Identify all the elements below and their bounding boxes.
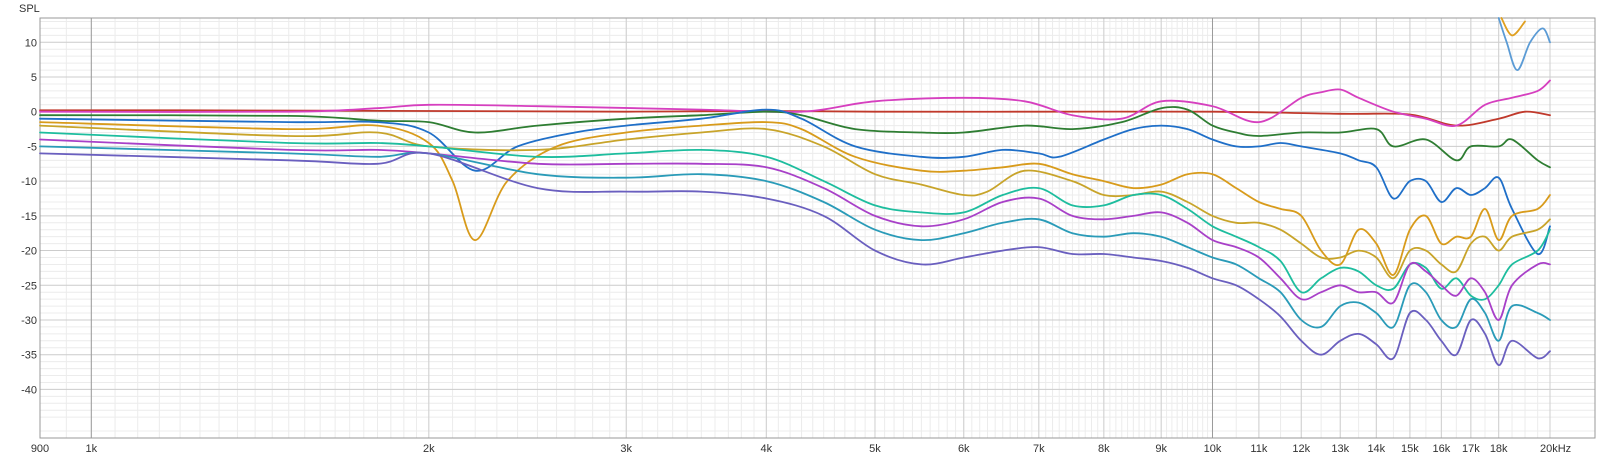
series-line-7 [39,131,1551,301]
y-tick-label: -5 [27,141,37,153]
x-tick-label: 11k [1250,443,1267,455]
y-tick-labels: 10 5 0 -5 -10 -15 -20 -25 -30 -35 -40 [21,37,37,396]
y-tick-label: -35 [21,350,37,362]
x-tick-label: 18k [1490,443,1508,455]
series-line-6 [39,124,1551,280]
y-tick-label: -30 [21,315,37,327]
x-tick-label: 9k [1155,443,1167,455]
y-tick-label: 5 [31,72,37,84]
minor-grid [39,18,1595,439]
y-tick-label: -25 [21,280,37,292]
series-line-3 [39,106,1551,169]
series-line-11 [1497,17,1551,71]
series-line-9 [39,145,1551,342]
series-lines [39,17,1551,367]
x-tick-label: 15k [1401,443,1419,455]
x-tick-label: 7k [1033,443,1045,455]
series-line-5 [39,121,1551,276]
y-tick-label: 10 [25,37,37,49]
x-tick-label: 17k [1462,443,1480,455]
x-tick-label: 2k [423,443,435,455]
x-tick-label: 3k [620,443,632,455]
x-tick-label: 16k [1432,443,1450,455]
plot-area-border [39,17,1596,439]
series-line-12 [1500,17,1526,37]
series-line-4 [39,108,1551,255]
x-tick-labels: 900 1k 2k 3k 4k 5k 6k 7k 8k 9k 10k 11k 12k 13k 14k 15k 1… [31,443,1571,455]
x-tick-label: 8k [1098,443,1110,455]
x-tick-label: 14k [1367,443,1385,455]
series-line-2 [39,79,1551,127]
x-tick-label: 900 [31,443,49,455]
x-tick-label: 13k [1331,443,1349,455]
x-tick-label: 10k [1204,443,1222,455]
x-tick-label: 12k [1292,443,1310,455]
y-axis-label: SPL [19,3,40,15]
y-tick-label: -15 [21,211,37,223]
series-line-10 [39,151,1551,367]
y-tick-label: -10 [21,176,37,188]
series-line-8 [39,138,1551,321]
x-tick-label: 1k [85,443,97,455]
x-tick-label: 4k [761,443,773,455]
y-tick-label: 0 [31,107,37,119]
y-tick-label: -20 [21,246,37,258]
plot-area-background [40,18,1595,438]
x-tick-label: 6k [958,443,970,455]
x-tick-label: 5k [869,443,881,455]
y-tick-label: -40 [21,384,37,396]
x-tick-label: 20kHz [1540,443,1571,455]
